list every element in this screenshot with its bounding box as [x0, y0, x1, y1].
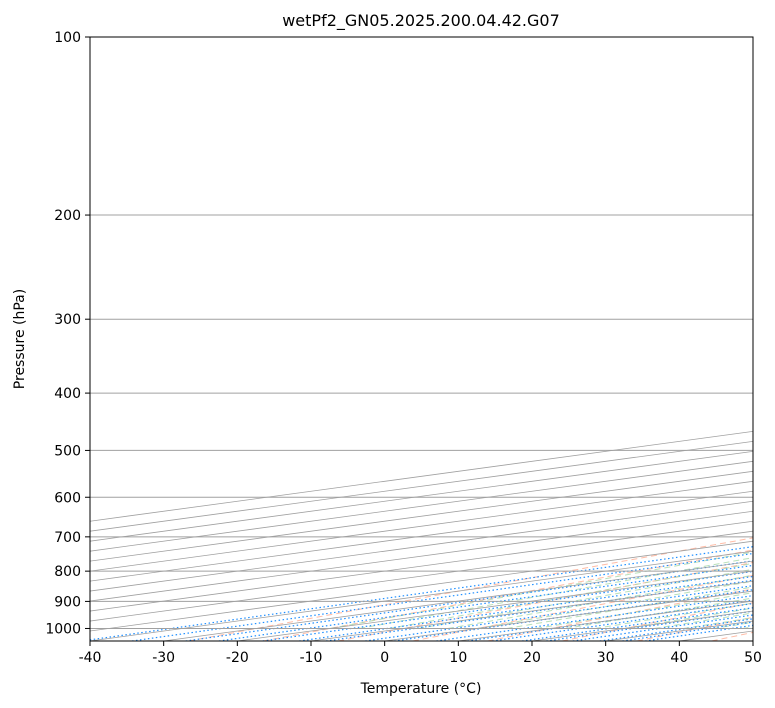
- dry-adiabat: [562, 602, 753, 641]
- y-tick-label: 400: [54, 386, 81, 402]
- isotherm-line: [531, 610, 753, 641]
- moist-adiabats: [329, 551, 753, 629]
- x-tick-label: 20: [523, 650, 541, 666]
- x-tick-label: 50: [744, 650, 762, 666]
- isotherm-gridlines: [90, 430, 753, 641]
- y-tick-label: 300: [54, 312, 81, 328]
- isotherm-line: [90, 460, 753, 552]
- y-axis-ticks: 100 200 300 400 500 600 700 800 900 1000: [45, 30, 90, 637]
- plot-area: -100-90-80-70-60-50-40-30-20-10010203040…: [90, 37, 753, 641]
- moist-adiabat: [477, 580, 753, 629]
- moist-adiabat: [418, 568, 753, 629]
- isotherm-line: [679, 630, 753, 641]
- mixing-ratio-line: [325, 579, 753, 641]
- pressure-gridlines: [90, 37, 753, 629]
- isotherm-line: [384, 590, 753, 641]
- isotherm-line: [90, 510, 753, 602]
- x-tick-label: 40: [670, 650, 688, 666]
- moist-adiabat: [536, 592, 753, 629]
- isotherm-line: [90, 480, 753, 572]
- dry-adiabat: [263, 549, 753, 641]
- moist-adiabat: [683, 617, 753, 629]
- moist-adiabat: [329, 551, 753, 629]
- x-axis-label: Temperature (°C): [360, 681, 482, 697]
- dry-adiabat: [711, 631, 753, 641]
- dry-adiabat: [188, 537, 753, 641]
- x-tick-label: 0: [380, 650, 389, 666]
- isotherm-line: [752, 640, 753, 641]
- chart-title: wetPf2_GN05.2025.200.04.42.G07: [282, 11, 560, 31]
- x-tick-label: -30: [152, 650, 175, 666]
- isotherm-line: [90, 530, 753, 622]
- x-tick-label: -10: [300, 650, 323, 666]
- dry-adiabats: [188, 537, 753, 641]
- x-axis-ticks: -40 -30 -20 -10 0 10 20 30 40 50: [79, 641, 762, 666]
- plot-frame: [89, 36, 754, 642]
- moist-adiabat: [624, 607, 753, 629]
- isotherm-line: [90, 520, 753, 612]
- mixing-ratio-line: [90, 546, 753, 641]
- isotherm-line: [310, 580, 753, 641]
- x-tick-label: -20: [226, 650, 249, 666]
- y-tick-label: 700: [54, 530, 81, 546]
- dry-adiabat: [338, 561, 753, 641]
- isotherm-line: [90, 550, 753, 641]
- x-tick-label: 30: [597, 650, 615, 666]
- dry-adiabat: [636, 616, 753, 641]
- y-tick-label: 900: [54, 594, 81, 610]
- y-tick-label: 100: [54, 30, 81, 46]
- y-tick-label: 1000: [45, 621, 81, 637]
- moist-adiabat: [712, 621, 753, 629]
- x-tick-label: 10: [449, 650, 467, 666]
- dry-adiabat: [412, 574, 753, 641]
- moist-adiabat: [506, 586, 753, 629]
- isotherm-line: [90, 540, 753, 632]
- moist-adiabat: [447, 574, 753, 629]
- y-tick-label: 800: [54, 564, 81, 580]
- isotherm-line: [90, 450, 753, 542]
- isotherm-line: [90, 470, 753, 562]
- moist-adiabat: [565, 597, 753, 629]
- y-tick-label: 200: [54, 208, 81, 224]
- isotherm-line: [90, 490, 753, 582]
- dry-adiabat: [487, 588, 753, 641]
- x-tick-label: -40: [79, 650, 102, 666]
- y-tick-label: 500: [54, 443, 81, 459]
- y-tick-label: 600: [54, 490, 81, 506]
- mixing-ratio-line: [492, 602, 753, 641]
- moist-adiabat: [594, 602, 753, 629]
- mixing-ratio-line: [365, 585, 753, 641]
- isotherm-line: [90, 500, 753, 592]
- moist-adiabat: [742, 626, 753, 629]
- y-axis-label: Pressure (hPa): [12, 289, 28, 389]
